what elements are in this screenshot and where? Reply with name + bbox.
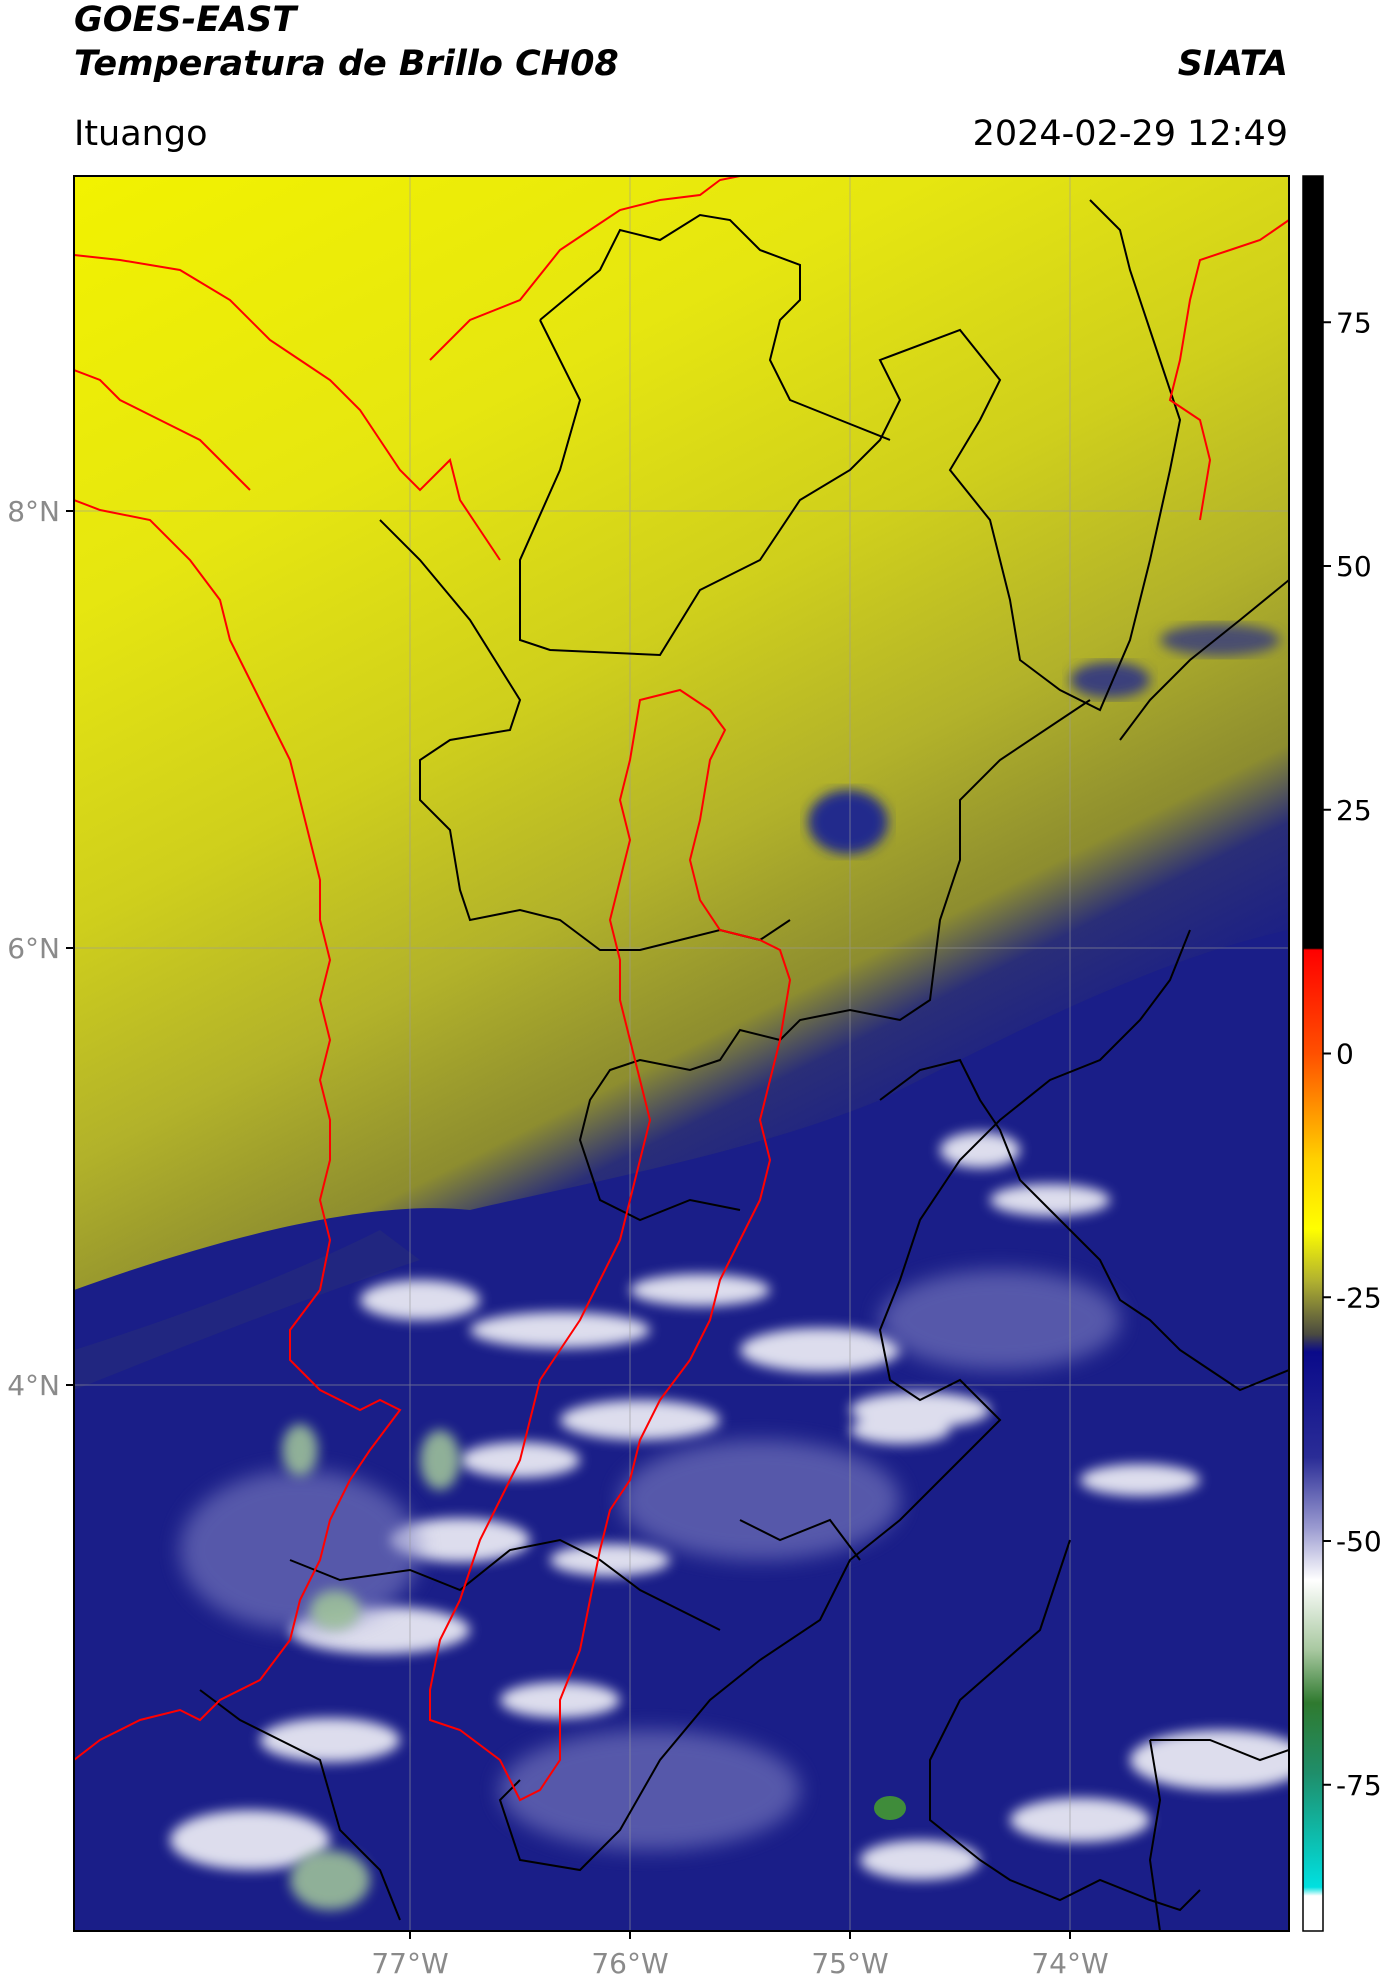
lon-tick-label: 76°W xyxy=(591,1947,668,1980)
satellite-title: GOES-EAST xyxy=(74,0,297,40)
colorbar-tick-label: 0 xyxy=(1336,1038,1354,1071)
datetime-label: 2024-02-29 12:49 xyxy=(972,114,1288,154)
colorbar-tick-label: 25 xyxy=(1336,794,1372,827)
coastline xyxy=(74,176,1289,1761)
lat-tick-label: 4°N xyxy=(7,1369,60,1402)
map-frame xyxy=(73,175,1290,1932)
lon-tick-label: 74°W xyxy=(1031,1947,1108,1980)
satellite-image xyxy=(74,176,1289,1931)
lon-tick-label: 75°W xyxy=(811,1947,888,1980)
gridlines xyxy=(74,176,1289,1931)
lat-tick-label: 8°N xyxy=(7,495,60,528)
lon-axis: 77°W 76°W 75°W 74°W xyxy=(371,1931,1109,1980)
colorbar-tick-label: -50 xyxy=(1336,1525,1382,1558)
lat-tick-label: 6°N xyxy=(7,932,60,965)
lon-tick-label: 77°W xyxy=(371,1947,448,1980)
colorbar-tick-label: -75 xyxy=(1336,1769,1382,1802)
lat-axis: 8°N 6°N 4°N xyxy=(7,495,74,1402)
colorbar-tick-label: 50 xyxy=(1336,550,1372,583)
location-label: Ituango xyxy=(74,114,208,154)
admin-borders xyxy=(199,199,1289,1931)
organization-label: SIATA xyxy=(1177,44,1288,84)
basin-outline xyxy=(429,688,792,1802)
cold-core-blob xyxy=(874,1796,906,1820)
product-title: Temperatura de Brillo CH08 xyxy=(74,44,619,84)
colorbar: 75 50 25 0 -25 -50 -75 xyxy=(1302,175,1382,1932)
colorbar-tick-label: 75 xyxy=(1336,306,1372,339)
colorbar-tick-label: -25 xyxy=(1336,1281,1382,1314)
